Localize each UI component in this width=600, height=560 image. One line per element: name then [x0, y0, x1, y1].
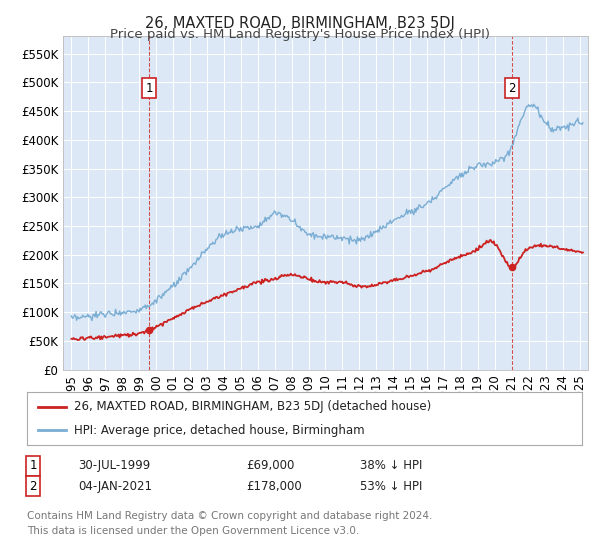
Text: 2: 2 [29, 479, 37, 493]
Text: Contains HM Land Registry data © Crown copyright and database right 2024.
This d: Contains HM Land Registry data © Crown c… [27, 511, 433, 536]
Text: HPI: Average price, detached house, Birmingham: HPI: Average price, detached house, Birm… [74, 424, 365, 437]
Text: £178,000: £178,000 [246, 479, 302, 493]
Text: 26, MAXTED ROAD, BIRMINGHAM, B23 5DJ: 26, MAXTED ROAD, BIRMINGHAM, B23 5DJ [145, 16, 455, 31]
Text: 2: 2 [508, 82, 516, 95]
Text: £69,000: £69,000 [246, 459, 295, 473]
Text: 04-JAN-2021: 04-JAN-2021 [78, 479, 152, 493]
Text: 38% ↓ HPI: 38% ↓ HPI [360, 459, 422, 473]
Text: 53% ↓ HPI: 53% ↓ HPI [360, 479, 422, 493]
Text: 30-JUL-1999: 30-JUL-1999 [78, 459, 150, 473]
Text: Price paid vs. HM Land Registry's House Price Index (HPI): Price paid vs. HM Land Registry's House … [110, 28, 490, 41]
Text: 1: 1 [29, 459, 37, 473]
Text: 1: 1 [145, 82, 153, 95]
Text: 26, MAXTED ROAD, BIRMINGHAM, B23 5DJ (detached house): 26, MAXTED ROAD, BIRMINGHAM, B23 5DJ (de… [74, 400, 431, 413]
